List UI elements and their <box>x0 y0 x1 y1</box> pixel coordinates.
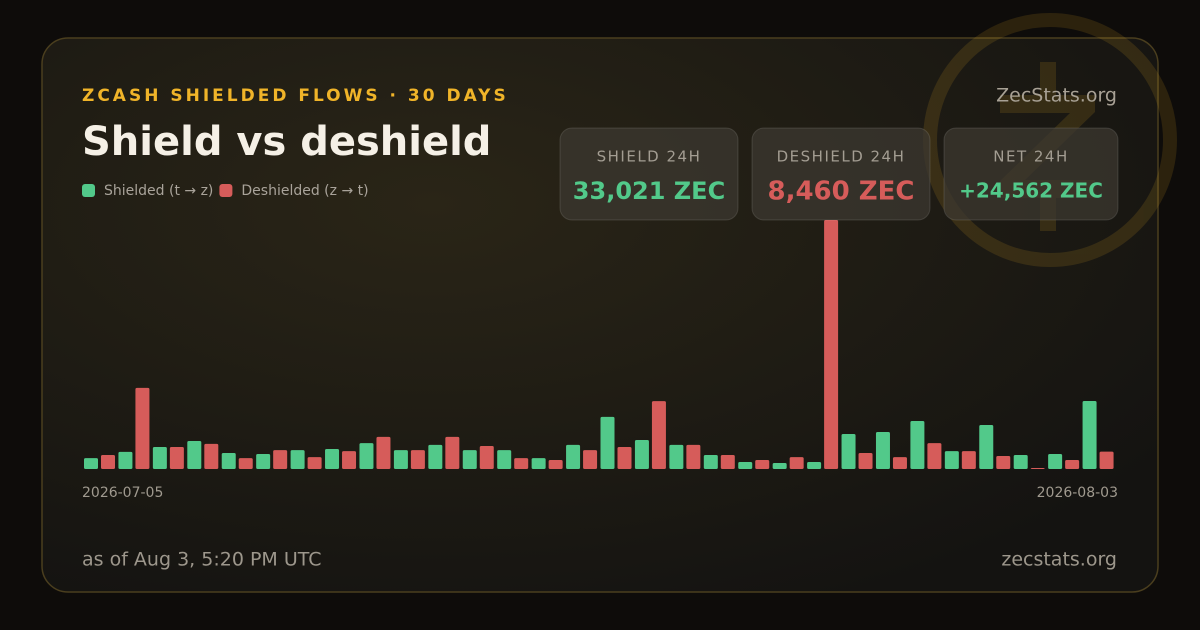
bar <box>772 463 787 469</box>
bar <box>238 458 253 469</box>
title: Shield vs deshield <box>82 119 491 165</box>
bar <box>325 449 340 469</box>
stat-card <box>943 127 1119 221</box>
bar <box>979 424 994 469</box>
bar <box>410 450 425 469</box>
bar <box>600 416 615 469</box>
bar <box>531 458 546 469</box>
bar <box>755 459 770 469</box>
bar <box>996 456 1011 469</box>
bar <box>583 450 598 469</box>
bar <box>101 455 115 469</box>
legend-swatch <box>219 184 233 197</box>
bar <box>738 462 753 469</box>
bar <box>789 457 804 469</box>
bar <box>651 401 666 469</box>
legend-label: Deshielded (z → t) <box>241 183 368 199</box>
site-name: ZecStats.org <box>996 85 1117 107</box>
bar <box>944 451 959 469</box>
bar <box>910 421 925 469</box>
legend-label: Shielded (t → z) <box>104 183 213 199</box>
bar <box>393 450 408 469</box>
x-tick-label: 2026-07-05 <box>82 485 163 501</box>
legend-swatch <box>82 184 95 197</box>
bar <box>514 458 529 469</box>
bar <box>858 452 873 469</box>
bar <box>1082 401 1097 469</box>
stat-label: NET 24H <box>993 148 1069 166</box>
bar <box>617 446 632 469</box>
bar <box>462 450 477 469</box>
bar <box>961 451 976 469</box>
bar <box>204 443 219 469</box>
bar <box>720 455 735 469</box>
bar <box>1048 453 1063 469</box>
bar <box>566 444 581 469</box>
bar <box>118 451 133 469</box>
bar <box>187 441 202 469</box>
stat-label: SHIELD 24H <box>597 148 702 166</box>
bar <box>135 387 150 469</box>
bar <box>256 453 271 469</box>
kicker: ZCASH SHIELDED FLOWS · 30 DAYS <box>82 86 509 106</box>
bar <box>1065 459 1080 469</box>
bar <box>445 436 460 469</box>
stat-value: +24,562 ZEC <box>959 179 1103 203</box>
footer-site: zecstats.org <box>1001 549 1117 571</box>
stat-card <box>751 127 931 221</box>
bar <box>307 457 322 469</box>
stat-value: 8,460 ZEC <box>768 177 915 207</box>
bar <box>497 450 512 469</box>
bar <box>841 434 856 469</box>
bar <box>927 443 942 469</box>
bar <box>686 444 701 469</box>
bar <box>273 450 288 469</box>
bar <box>824 220 839 469</box>
bar <box>376 436 391 469</box>
bar <box>152 446 167 469</box>
bar <box>1099 451 1114 469</box>
bar <box>634 439 649 469</box>
bar <box>548 459 563 469</box>
bar <box>84 458 98 469</box>
bar <box>875 431 890 469</box>
bar <box>669 444 684 469</box>
bar <box>169 446 184 469</box>
x-tick-label: 2026-08-03 <box>1037 485 1118 501</box>
bar <box>892 457 907 469</box>
bar <box>807 462 822 469</box>
bar <box>479 445 494 469</box>
bar <box>428 444 443 469</box>
bar <box>1013 455 1028 469</box>
stat-cards: SHIELD 24H 33,021 ZEC DESHIELD 24H 8,460 ZE… <box>559 127 1119 221</box>
timestamp: as of Aug 3, 5:20 PM UTC <box>82 549 322 571</box>
stat-card <box>559 127 739 221</box>
bar <box>1030 467 1045 469</box>
chart: 2026-07-05 2026-08-03 <box>82 220 1118 501</box>
bar <box>290 450 305 469</box>
stat-value: 33,021 ZEC <box>573 177 725 205</box>
legend: Shielded (t → z) Deshielded (z → t) <box>82 183 369 199</box>
bar <box>359 443 374 469</box>
stat-label: DESHIELD 24H <box>777 148 906 166</box>
bar <box>221 452 236 469</box>
bar <box>703 455 718 469</box>
bar <box>342 451 357 469</box>
